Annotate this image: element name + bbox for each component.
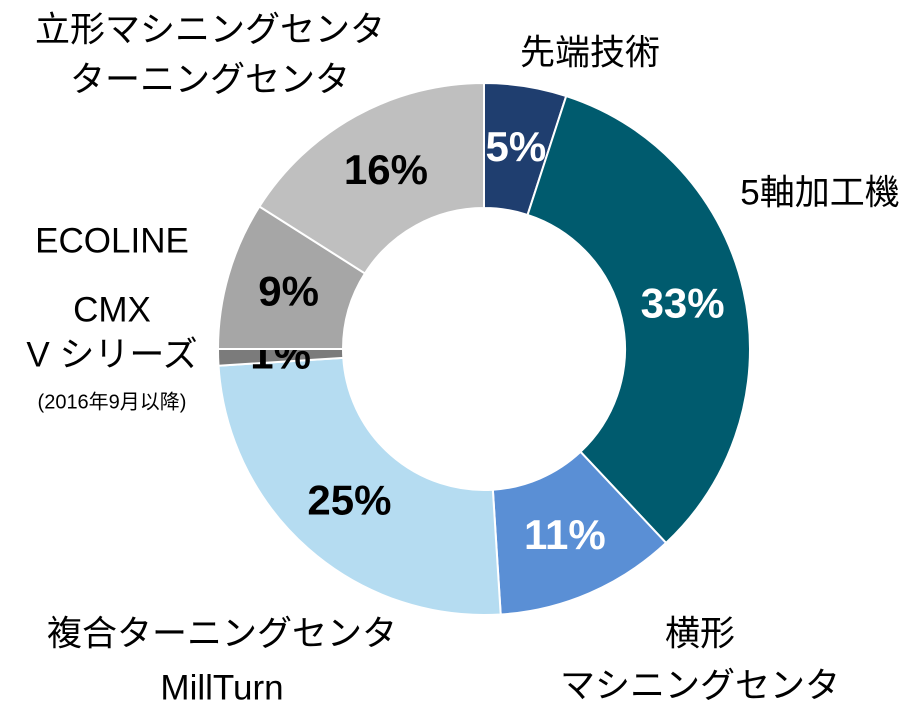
category-label: 複合ターニングセンタ bbox=[47, 614, 397, 653]
donut-segment bbox=[258, 81, 485, 275]
category-label: 立形マシニングセンタ bbox=[35, 10, 385, 49]
value-label: 25% bbox=[307, 477, 391, 524]
value-label: 11% bbox=[524, 511, 606, 558]
donut-segment bbox=[217, 356, 502, 616]
category-label: 先端技術 bbox=[520, 33, 660, 72]
value-label: 16% bbox=[344, 146, 428, 193]
donut-segment bbox=[526, 94, 751, 545]
category-label: ターニングセンタ bbox=[70, 60, 350, 99]
category-label: CMX bbox=[73, 290, 151, 329]
value-label: 33% bbox=[641, 280, 725, 327]
category-label: 5軸加工機 bbox=[740, 173, 899, 212]
category-label: ECOLINE bbox=[35, 221, 189, 260]
category-label: マシニングセンタ bbox=[560, 666, 840, 705]
category-label: V シリーズ bbox=[26, 335, 197, 374]
value-label: 5% bbox=[485, 123, 546, 170]
value-label: 9% bbox=[258, 267, 319, 314]
category-label: 横形 bbox=[665, 614, 735, 653]
category-label: MillTurn bbox=[160, 668, 283, 707]
category-label: (2016年9月以降) bbox=[38, 390, 187, 413]
